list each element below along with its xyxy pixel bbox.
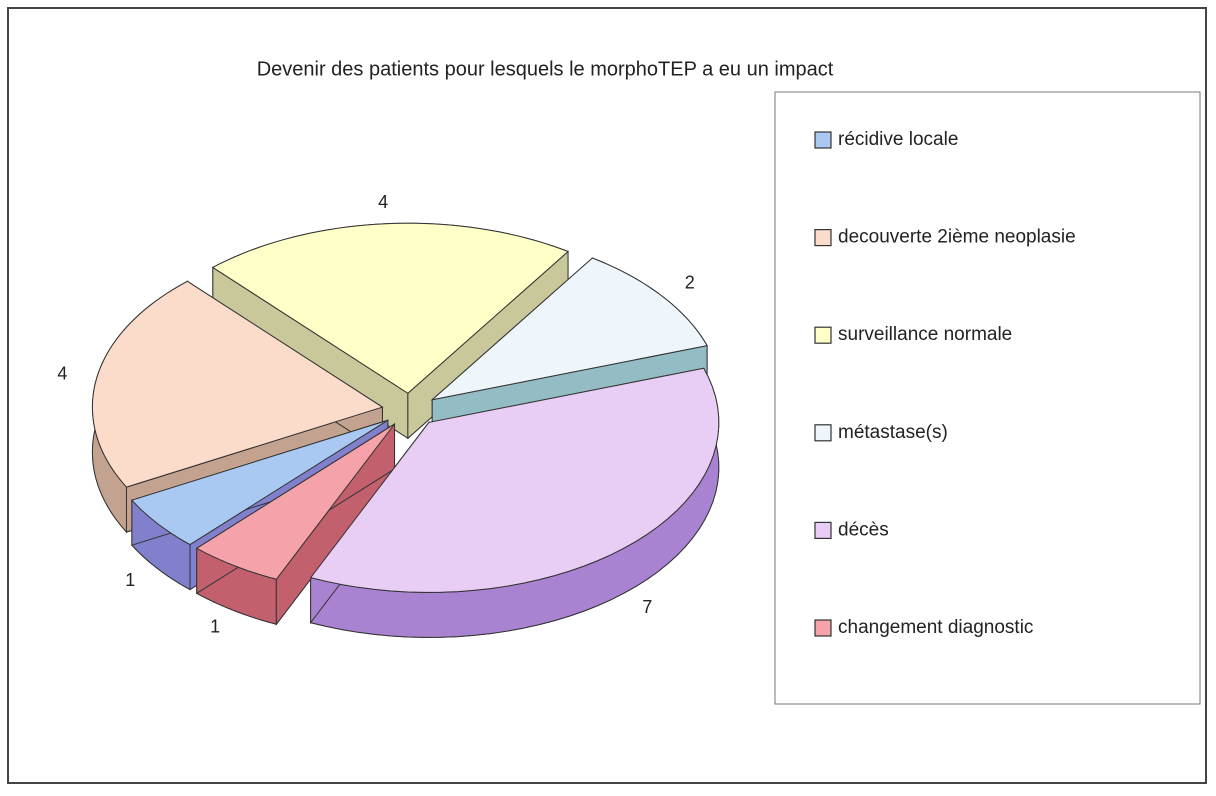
- pie-slice: [211, 222, 569, 394]
- legend-swatch: [814, 326, 832, 344]
- data-label: 1: [125, 570, 135, 590]
- legend-swatch: [814, 229, 832, 247]
- legend-swatch: [814, 619, 832, 637]
- legend-label: métastase(s): [838, 422, 948, 443]
- legend-label: decouverte 2ième neoplasie: [838, 227, 1076, 248]
- data-label: 2: [685, 273, 695, 293]
- data-label: 1: [210, 616, 220, 636]
- legend-swatch: [814, 131, 832, 149]
- legend-swatch: [814, 521, 832, 540]
- data-label: 4: [378, 192, 388, 212]
- legend-label: décès: [838, 519, 889, 540]
- chart-title: Devenir des patients pour lesquels le mo…: [257, 58, 834, 80]
- legend-label: surveillance normale: [838, 324, 1012, 345]
- legend-label: changement diagnostic: [838, 617, 1033, 638]
- pie-slice: [195, 423, 395, 580]
- pie-slice: [91, 280, 384, 488]
- legend-box: [774, 91, 1201, 705]
- data-label: 7: [642, 597, 652, 617]
- legend-label: récidive locale: [838, 129, 958, 150]
- pie-slice: [430, 257, 708, 401]
- pie-slice: [309, 367, 720, 593]
- pie-slice: [130, 419, 389, 546]
- data-label: 4: [57, 363, 67, 383]
- legend-swatch: [814, 424, 832, 442]
